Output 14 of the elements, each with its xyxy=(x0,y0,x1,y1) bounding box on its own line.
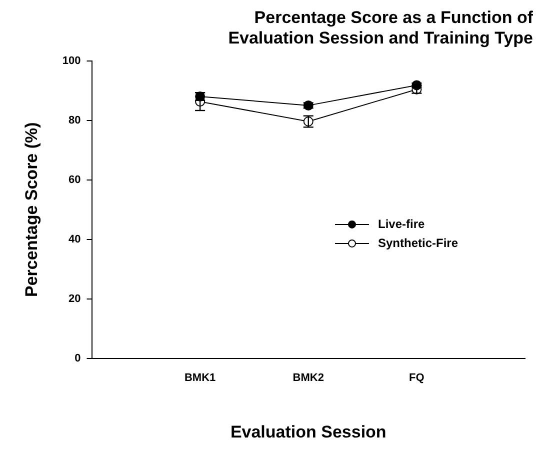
y-tick-label: 0 xyxy=(74,352,81,364)
x-tick-label: BMK2 xyxy=(292,372,324,384)
y-tick-label: 60 xyxy=(68,174,81,186)
x-axis-title: Evaluation Session xyxy=(230,422,386,442)
legend-label: Synthetic-Fire xyxy=(378,236,458,250)
y-tick-label: 80 xyxy=(68,114,81,126)
legend-label: Live-fire xyxy=(378,216,426,231)
y-tick-label: 100 xyxy=(62,54,81,67)
y-tick-label: 20 xyxy=(68,292,81,305)
y-tick-label: 40 xyxy=(68,233,81,246)
chart-title: Percentage Score as a Function of Evaluation Session and Training Type xyxy=(228,8,534,48)
x-tick-label: BMK1 xyxy=(184,372,216,384)
y-axis-title: Percentage Score (%) xyxy=(22,122,41,297)
x-tick-label: FQ xyxy=(409,372,425,384)
